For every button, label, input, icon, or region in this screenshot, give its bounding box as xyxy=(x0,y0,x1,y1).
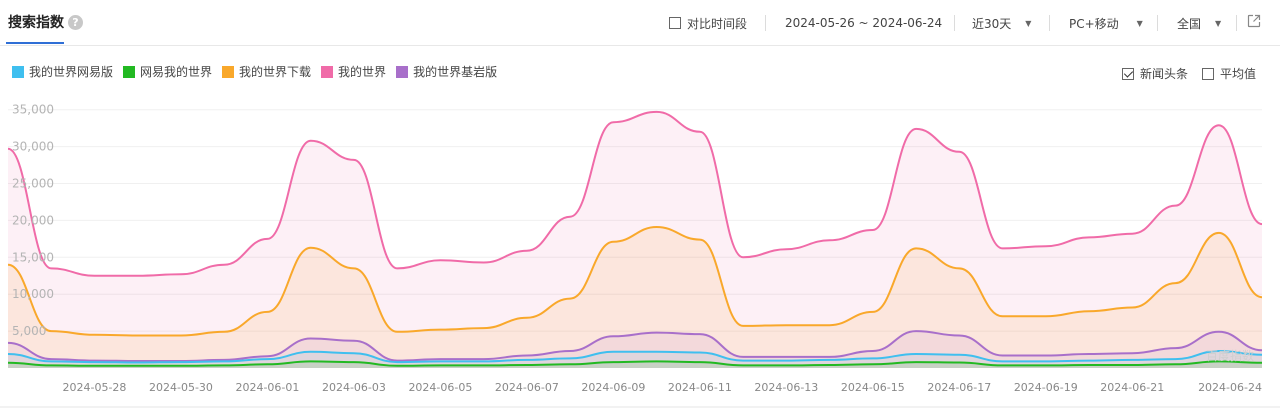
x-tick-label: 2024-06-05 xyxy=(408,381,472,394)
search-index-chart[interactable]: 5,000 10,000 15,000 20,000 25,000 30,000 35,00… xyxy=(0,90,1280,411)
y-tick-label: 35,000 xyxy=(12,103,54,117)
device-select[interactable]: PC+移动 ▼ xyxy=(1069,14,1143,32)
y-tick-label: 25,000 xyxy=(12,177,54,191)
open-external-icon[interactable] xyxy=(1247,14,1261,28)
news-headlines-checkbox[interactable] xyxy=(1122,67,1134,80)
legend-label: 我的世界下载 xyxy=(239,65,312,79)
legend-item[interactable]: 我的世界下载 xyxy=(222,63,311,80)
news-headlines-toggle[interactable]: 新闻头条 xyxy=(1122,65,1188,82)
news-headlines-label: 新闻头条 xyxy=(1140,67,1189,81)
x-tick-label: 2024-05-30 xyxy=(149,381,213,394)
dropdown-caret-icon: ▼ xyxy=(1136,18,1143,28)
legend-label: 我的世界 xyxy=(338,65,387,79)
period-select-value: 近30天 xyxy=(972,16,1012,31)
x-tick-label: 2024-06-11 xyxy=(668,381,732,394)
y-tick-label: 5,000 xyxy=(12,324,46,338)
watermark-text: 百度指数 xyxy=(1206,348,1254,363)
x-tick-label: 2024-06-01 xyxy=(235,381,299,394)
legend-item[interactable]: 网易我的世界 xyxy=(123,63,212,80)
x-tick-label: 2024-06-07 xyxy=(495,381,559,394)
legend-swatch xyxy=(123,65,136,78)
divider xyxy=(765,15,766,31)
y-tick-label: 15,000 xyxy=(12,250,54,264)
y-tick-label: 20,000 xyxy=(12,213,54,227)
page-title: 搜索指数 xyxy=(8,15,64,31)
series-line xyxy=(7,350,1263,364)
legend-label: 我的世界网易版 xyxy=(29,65,114,79)
average-toggle[interactable]: 平均值 xyxy=(1202,65,1256,82)
date-range-picker[interactable]: 2024-05-26 ~ 2024-06-24 xyxy=(785,14,942,32)
legend-swatch xyxy=(12,65,24,78)
period-select[interactable]: 近30天 ▼ xyxy=(972,14,1031,32)
compare-period-checkbox[interactable] xyxy=(669,17,681,29)
dropdown-caret-icon: ▼ xyxy=(1025,18,1032,28)
x-tick-label: 2024-06-13 xyxy=(754,381,818,394)
y-tick-label: 30,000 xyxy=(12,140,54,154)
legend-label: 网易我的世界 xyxy=(140,65,213,79)
x-tick-label: 2024-06-03 xyxy=(322,381,386,394)
divider xyxy=(1236,15,1237,31)
x-tick-label: 2024-06-19 xyxy=(1014,381,1078,394)
series-line xyxy=(7,360,1263,367)
legend-label: 我的世界基岩版 xyxy=(413,65,498,79)
dropdown-caret-icon: ▼ xyxy=(1215,18,1222,28)
series-line xyxy=(7,330,1263,362)
x-tick-label: 2024-06-24 xyxy=(1198,381,1262,394)
y-tick-label: 10,000 xyxy=(12,287,54,301)
help-icon[interactable]: ? xyxy=(68,15,83,30)
x-tick-label: 2024-06-09 xyxy=(581,381,645,394)
series-line xyxy=(7,110,1263,277)
active-tab-underline xyxy=(6,42,64,44)
legend-swatch xyxy=(396,65,409,78)
legend-item[interactable]: 我的世界基岩版 xyxy=(396,63,497,80)
legend-item[interactable]: 我的世界网易版 xyxy=(12,63,113,80)
x-tick-label: 2024-06-21 xyxy=(1100,381,1164,394)
legend-swatch xyxy=(321,65,334,78)
series-line xyxy=(7,226,1263,337)
region-select[interactable]: 全国 ▼ xyxy=(1177,14,1221,32)
header-bar: 搜索指数? 对比时间段 2024-05-26 ~ 2024-06-24 近30天… xyxy=(0,0,1280,46)
legend-swatch xyxy=(222,65,235,78)
compare-period-label: 对比时间段 xyxy=(687,16,748,31)
device-select-value: PC+移动 xyxy=(1069,16,1119,31)
x-tick-label: 2024-06-17 xyxy=(927,381,991,394)
series-area xyxy=(8,227,1262,368)
legend-item[interactable]: 我的世界 xyxy=(321,63,386,80)
divider xyxy=(954,15,955,31)
average-checkbox[interactable] xyxy=(1202,67,1214,80)
divider xyxy=(1157,15,1158,31)
tab-search-index[interactable]: 搜索指数? xyxy=(6,12,83,46)
x-tick-label: 2024-06-15 xyxy=(841,381,905,394)
chart-legend: 我的世界网易版 网易我的世界 我的世界下载 我的世界 我的世界基岩版 xyxy=(12,63,507,80)
average-label: 平均值 xyxy=(1220,67,1257,81)
divider xyxy=(1049,15,1050,31)
date-range-text: 2024-05-26 ~ 2024-06-24 xyxy=(785,16,943,30)
region-select-value: 全国 xyxy=(1177,16,1202,31)
compare-period-toggle[interactable]: 对比时间段 xyxy=(669,14,747,32)
x-tick-label: 2024-05-28 xyxy=(63,381,127,394)
series-area xyxy=(8,111,1262,369)
series-area xyxy=(8,331,1262,368)
